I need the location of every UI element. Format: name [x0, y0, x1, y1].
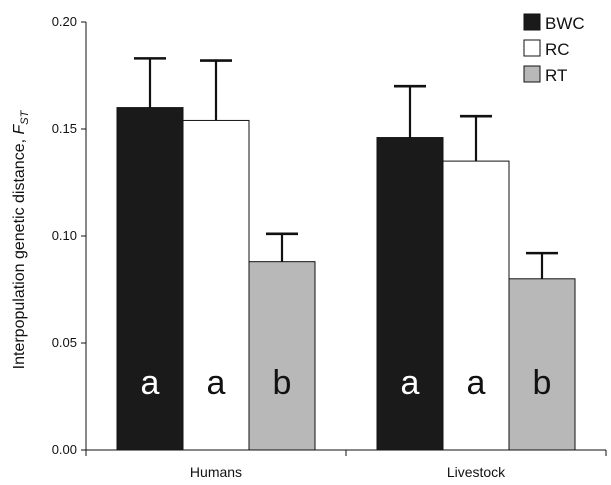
- y-axis-label-variable: F: [11, 124, 28, 135]
- bar-significance-letter: a: [467, 364, 486, 402]
- y-axis-label-subscript: ST: [19, 109, 31, 124]
- x-category-label: Humans: [190, 464, 242, 480]
- y-tick-label: 0.10: [52, 228, 77, 243]
- legend: BWC RC RT: [523, 13, 585, 85]
- bar-significance-letter: b: [533, 364, 552, 402]
- bar: [442, 160, 510, 451]
- bar: [182, 119, 250, 451]
- bar-significance-letter: a: [141, 364, 160, 402]
- bar-significance-letter: b: [273, 364, 292, 402]
- bar: [116, 107, 184, 451]
- y-tick-label: 0.05: [52, 335, 77, 350]
- bar: [508, 278, 576, 451]
- y-tick-label: 0.20: [52, 14, 77, 29]
- legend-label: RT: [545, 66, 567, 85]
- legend-label: BWC: [545, 14, 585, 33]
- bar-significance-letter: a: [207, 364, 226, 402]
- y-axis-label: Interpopulation genetic distance, FST: [11, 109, 31, 369]
- bar-significance-letter: a: [401, 364, 420, 402]
- bar: [376, 137, 444, 451]
- y-axis-label-text: Interpopulation genetic distance,: [11, 135, 28, 370]
- x-category-label: Livestock: [447, 464, 506, 480]
- y-tick-label: 0.00: [52, 442, 77, 457]
- legend-swatch: [523, 13, 541, 31]
- bar: [248, 261, 316, 451]
- legend-swatch: [523, 39, 541, 57]
- legend-swatch: [523, 65, 541, 83]
- y-tick-label: 0.15: [52, 121, 77, 136]
- legend-label: RC: [545, 40, 570, 59]
